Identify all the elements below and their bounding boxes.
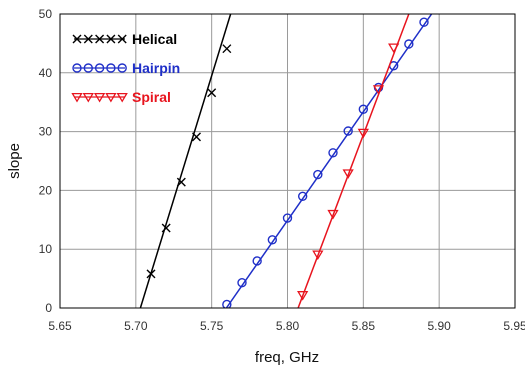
data-point-hairpin	[343, 126, 353, 136]
legend-label-hairpin: Hairpin	[132, 60, 180, 76]
data-point-spiral	[312, 250, 324, 261]
data-point-helical	[176, 177, 186, 187]
y-tick-label: 10	[39, 242, 53, 256]
legend: Helical Hairpin Spiral	[71, 31, 180, 105]
data-point-hairpin	[222, 299, 232, 308]
legend-marker	[72, 34, 82, 44]
legend-marker	[72, 63, 82, 73]
series-line-spiral	[297, 14, 410, 308]
series-line-helical	[139, 14, 232, 308]
x-axis-title: freq, GHz	[255, 349, 319, 366]
legend-item-spiral: Spiral	[71, 89, 171, 105]
data-point-hairpin	[252, 256, 262, 266]
data-point-helical	[207, 88, 217, 98]
x-tick-label: 5.80	[276, 319, 300, 333]
data-point-helical	[222, 44, 232, 54]
legend-marker	[82, 92, 94, 103]
data-point-helical	[161, 223, 171, 233]
data-point-hairpin	[237, 278, 247, 288]
data-point-hairpin	[328, 148, 338, 158]
x-tick-label: 5.95	[503, 319, 525, 333]
data-point-helical	[146, 269, 156, 279]
data-point-hairpin	[282, 213, 293, 223]
y-tick-label: 20	[39, 183, 53, 197]
legend-label-helical: Helical	[132, 31, 177, 47]
legend-marker	[117, 34, 127, 44]
x-tick-label: 5.70	[124, 319, 148, 333]
legend-marker	[83, 63, 94, 73]
data-point-hairpin	[297, 191, 308, 201]
legend-item-helical: Helical	[72, 31, 177, 47]
x-tick-label: 5.85	[352, 319, 376, 333]
legend-marker	[93, 92, 106, 103]
series-group	[139, 14, 433, 308]
data-point-spiral	[372, 85, 385, 95]
series-spiral	[297, 14, 410, 308]
x-tick-label: 5.65	[48, 319, 72, 333]
data-point-spiral	[297, 291, 309, 301]
y-tick-label: 0	[45, 301, 52, 315]
legend-marker	[71, 92, 83, 103]
series-line-hairpin	[225, 14, 433, 308]
legend-label-spiral: Spiral	[132, 89, 171, 105]
x-tick-label: 5.90	[427, 319, 451, 333]
grid	[59, 13, 516, 309]
y-tick-label: 30	[39, 125, 53, 139]
data-point-spiral	[388, 43, 400, 54]
legend-marker	[105, 92, 117, 103]
legend-marker	[106, 63, 116, 73]
data-point-hairpin	[267, 235, 278, 245]
y-axis-title: slope	[6, 143, 23, 179]
data-point-spiral	[342, 169, 354, 179]
legend-marker	[106, 34, 116, 44]
y-tick-label: 40	[39, 66, 53, 80]
data-point-hairpin	[419, 17, 429, 27]
data-point-hairpin	[404, 39, 414, 49]
legend-item-hairpin: Hairpin	[72, 60, 180, 76]
plot-frame	[59, 13, 516, 309]
legend-marker	[117, 63, 127, 73]
data-point-helical	[192, 132, 201, 142]
tick-labels: 5.65 5.70 5.75 5.80 5.85 5.90 5.95 0 10 20 30 40 50	[39, 7, 525, 333]
legend-marker	[94, 63, 105, 73]
legend-marker	[83, 34, 93, 44]
data-point-hairpin	[358, 104, 369, 114]
legend-marker	[116, 92, 128, 103]
legend-marker	[95, 34, 105, 44]
data-point-spiral	[327, 209, 339, 220]
series-hairpin	[222, 14, 433, 308]
x-tick-label: 5.75	[200, 319, 224, 333]
y-tick-label: 50	[39, 7, 53, 21]
series-helical	[139, 14, 232, 308]
data-point-hairpin	[313, 169, 323, 180]
data-point-spiral	[357, 128, 369, 139]
